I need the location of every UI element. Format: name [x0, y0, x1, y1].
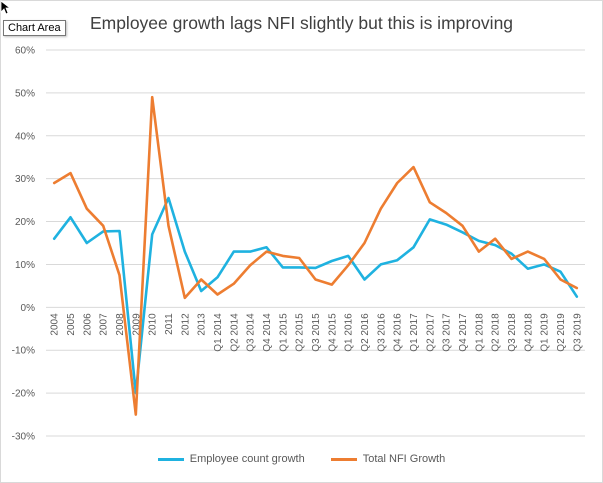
x-tick-label: 2010: [148, 313, 159, 336]
x-tick-label: 2008: [115, 313, 126, 336]
y-tick-label: 50%: [15, 88, 35, 99]
legend-label-employee: Employee count growth: [189, 453, 305, 465]
x-tick-label: Q3 2016: [376, 313, 387, 352]
y-tick-label: 40%: [15, 131, 35, 142]
x-tick-label: 2007: [99, 313, 110, 336]
x-tick-label: Q2 2019: [556, 313, 567, 352]
x-tick-label: Q3 2015: [311, 313, 322, 352]
y-tick-label: 20%: [15, 217, 35, 228]
legend-label-nfi: Total NFI Growth: [362, 453, 446, 465]
x-tick-label: 2004: [50, 313, 61, 336]
x-tick-label: Q4 2016: [393, 313, 404, 352]
series-line-total-nfi-growth: [52, 95, 579, 416]
x-tick-label: Q3 2014: [246, 313, 257, 352]
legend-swatch-employee: [157, 457, 184, 461]
legend-swatch-nfi: [330, 457, 357, 461]
x-tick-label: 2009: [131, 313, 142, 336]
move-cursor-icon: [0, 0, 12, 15]
x-tick-label: Q1 2017: [409, 313, 420, 352]
y-tick-label: 30%: [15, 174, 35, 185]
x-tick-label: 2005: [66, 313, 77, 336]
x-tick-label: Q3 2017: [442, 313, 453, 352]
x-tick-label: Q3 2018: [507, 313, 518, 352]
x-tick-label: Q2 2017: [425, 313, 436, 352]
y-tick-label: -30%: [12, 432, 35, 443]
x-tick-label: 2011: [164, 313, 175, 335]
legend-item-nfi[interactable]: Total NFI Growth: [330, 453, 446, 465]
x-tick-label: Q1 2014: [213, 313, 224, 352]
y-tick-label: -10%: [12, 346, 35, 357]
y-tick-label: 10%: [15, 260, 35, 271]
x-tick-label: Q1 2015: [278, 313, 289, 352]
x-tick-label: Q2 2014: [229, 313, 240, 352]
legend[interactable]: Employee count growth Total NFI Growth: [0, 453, 603, 465]
x-tick-label: Q1 2016: [344, 313, 355, 352]
legend-item-employee[interactable]: Employee count growth: [157, 453, 305, 465]
x-tick-label: Q2 2018: [491, 313, 502, 352]
y-tick-label: -20%: [12, 389, 35, 400]
x-tick-label: Q4 2015: [327, 313, 338, 352]
x-tick-label: 2012: [180, 313, 191, 336]
series-line-employee-count-growth: [52, 196, 579, 395]
x-tick-label: Q3 2019: [572, 313, 583, 352]
x-tick-label: Q1 2018: [474, 313, 485, 352]
y-tick-label: 0%: [21, 303, 36, 314]
x-tick-label: 2013: [197, 313, 208, 336]
x-tick-label: Q1 2019: [540, 313, 551, 352]
x-tick-label: Q4 2017: [458, 313, 469, 352]
x-tick-label: Q2 2015: [295, 313, 306, 352]
x-tick-label: 2006: [82, 313, 93, 336]
x-tick-label: Q4 2014: [262, 313, 273, 352]
y-tick-label: 60%: [15, 46, 35, 57]
chart-area-tooltip: Chart Area: [3, 20, 66, 36]
x-tick-label: Q4 2018: [523, 313, 534, 352]
chart-title[interactable]: Employee growth lags NFI slightly but th…: [89, 13, 514, 33]
x-tick-label: Q2 2016: [360, 313, 371, 352]
